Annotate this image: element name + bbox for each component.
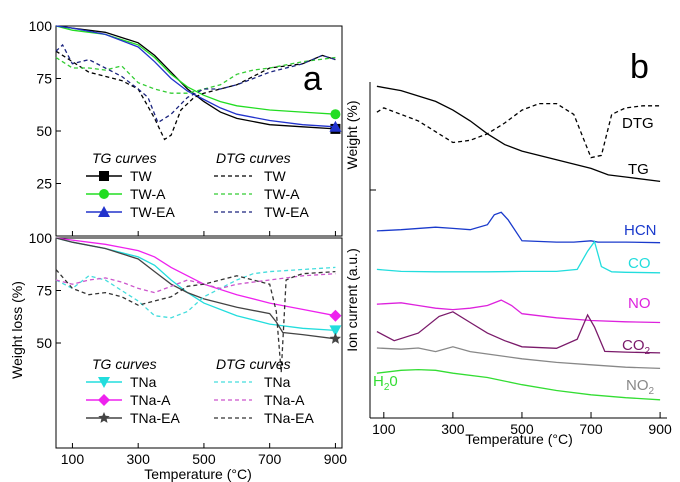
b-series-label-tail-h2o: 0 <box>389 373 397 390</box>
chart-a-top: 25 50 75 100 TG curves DTG curves TW TW-A TW-EA T… <box>29 18 343 237</box>
a-bottom-legend-dtg-label-tna-ea: TNa-EA <box>264 410 314 426</box>
b-series-label-main-co: CO <box>628 255 651 272</box>
a-bottom-tg-line-tna-ea <box>55 237 336 340</box>
b-series-label-tg: TG <box>628 161 649 178</box>
a-bottom-legend-dtg-label-tna: TNa <box>264 374 291 390</box>
b-xtick-label-700: 700 <box>579 421 603 437</box>
a-bottom-ytick-label-100: 100 <box>29 230 53 246</box>
a-top-legend-dtg-label-tw: TW <box>264 168 287 184</box>
a-top-legend-tg-label-tw-ea: TW-EA <box>130 204 176 220</box>
a-top-ytick-label-100: 100 <box>29 18 53 34</box>
b-line-co2 <box>376 311 661 354</box>
panel-label-a: a <box>303 60 322 98</box>
b-xtick-label-500: 500 <box>510 421 534 437</box>
panel-b-ylabel-bottom: Ion current (a.u.) <box>344 248 360 352</box>
a-top-ytick-label-75: 75 <box>36 71 52 87</box>
b-xtick-label-100: 100 <box>372 421 396 437</box>
panel-a-ylabel: Weight loss (%) <box>9 281 25 379</box>
a-bottom-xtick-label-300: 300 <box>127 451 151 467</box>
a-top-legend-dtg-title: DTG curves <box>216 150 291 166</box>
a-bottom-end-marker-tna-ea <box>329 332 342 344</box>
a-bottom-dtg-line-tna <box>55 266 336 319</box>
a-top-legend-tg-marker-tw-a <box>99 189 109 199</box>
a-top-tg-line-tw <box>55 25 336 130</box>
a-top-legend-tg-title: TG curves <box>92 150 157 166</box>
a-top-legend-dtg-label-tw-a: TW-A <box>264 186 300 202</box>
a-bottom-legend-tg-label-tna-a: TNa-A <box>130 392 171 408</box>
a-top-end-marker-tw-ea <box>329 120 342 132</box>
b-line-hcn <box>376 211 661 244</box>
a-top-tg-line-tw-ea <box>55 25 336 128</box>
b-series-label-co: CO <box>628 255 651 272</box>
a-top-ytick-label-25: 25 <box>36 176 52 192</box>
a-bottom-legend-tg-marker-tna <box>98 377 110 388</box>
a-top-ytick-label-50: 50 <box>36 123 52 139</box>
b-xtick-label-300: 300 <box>441 421 465 437</box>
b-line-dtg <box>376 102 661 159</box>
panel-b-ylabel-top: Weight (%) <box>344 101 360 170</box>
b-series-label-main-hcn: HCN <box>624 222 657 239</box>
a-bottom-legend-tg-title: TG curves <box>92 356 157 372</box>
a-bottom-end-marker-tna-a <box>329 309 342 322</box>
b-series-label-main-dtg: DTG <box>622 115 654 132</box>
b-series-label-main-tg: TG <box>628 161 649 178</box>
b-series-label-sub-no2: 2 <box>649 386 655 397</box>
a-top-legend-tg-label-tw-a: TW-A <box>130 186 166 202</box>
a-top-legend-tg-label-tw: TW <box>130 168 153 184</box>
a-bottom-tg-line-tna <box>55 237 336 332</box>
a-bottom-legend-dtg-title: DTG curves <box>216 356 291 372</box>
panel-b-xlabel: Temperature (°C) <box>465 431 573 447</box>
b-series-label-sub-co2: 2 <box>645 346 651 357</box>
a-bottom-ytick-label-50: 50 <box>36 335 52 351</box>
b-series-label-hcn: HCN <box>624 222 657 239</box>
a-bottom-xtick-label-100: 100 <box>61 451 85 467</box>
b-series-label-co2: CO2 <box>622 337 651 357</box>
b-series-label-main-no: NO <box>628 295 651 312</box>
b-series-label-h2o: H20 <box>373 373 398 393</box>
a-bottom-xtick-label-900: 900 <box>324 451 348 467</box>
b-series-label-dtg: DTG <box>622 115 654 132</box>
b-line-h2o <box>376 368 661 401</box>
a-top-end-marker-tw-a <box>330 109 341 120</box>
b-series-label-main-no2: NO <box>626 377 649 394</box>
chart-a-bottom: 50 75 100 100 300 500 700 900 TG curves DTG curve… <box>29 230 348 467</box>
b-series-label-no2: NO2 <box>626 377 655 397</box>
a-bottom-ytick-label-75: 75 <box>36 283 52 299</box>
a-bottom-legend-tg-marker-tna-a <box>98 394 110 406</box>
a-bottom-legend-tg-label-tna: TNa <box>130 374 157 390</box>
a-bottom-end-marker-tna <box>329 325 342 337</box>
a-bottom-dtg-line-tna-a <box>55 273 336 294</box>
a-bottom-legend-tg-label-tna-ea: TNa-EA <box>130 410 180 426</box>
a-top-tg-line-tw-a <box>55 25 336 115</box>
a-top-dtg-line-tw-ea <box>55 43 336 124</box>
b-xtick-label-900: 900 <box>648 421 672 437</box>
a-top-legend-tg-marker-tw-ea <box>98 206 110 217</box>
a-top-dtg-line-tw-a <box>55 56 336 94</box>
b-series-label-sub-h2o: 2 <box>384 382 390 393</box>
a-bottom-xtick-label-700: 700 <box>258 451 282 467</box>
a-top-legend-dtg-label-tw-ea: TW-EA <box>264 204 310 220</box>
a-top-dtg-line-tw <box>55 50 336 141</box>
b-line-no2 <box>376 346 661 370</box>
b-line-tg <box>376 85 661 183</box>
panel-a-xlabel: Temperature (°C) <box>144 466 252 482</box>
a-bottom-legend-tg-marker-tna-ea <box>98 412 110 423</box>
b-line-no <box>376 299 661 324</box>
b-line-co <box>376 240 661 274</box>
b-series-label-no: NO <box>628 295 651 312</box>
b-series-label-main-h2o: H <box>373 373 384 390</box>
panel-label-b: b <box>630 48 649 86</box>
a-top-legend-tg-marker-tw <box>99 171 109 181</box>
a-bottom-legend-dtg-label-tna-a: TNa-A <box>264 392 305 408</box>
a-bottom-xtick-label-500: 500 <box>192 451 216 467</box>
b-series-label-main-co2: CO <box>622 337 645 354</box>
